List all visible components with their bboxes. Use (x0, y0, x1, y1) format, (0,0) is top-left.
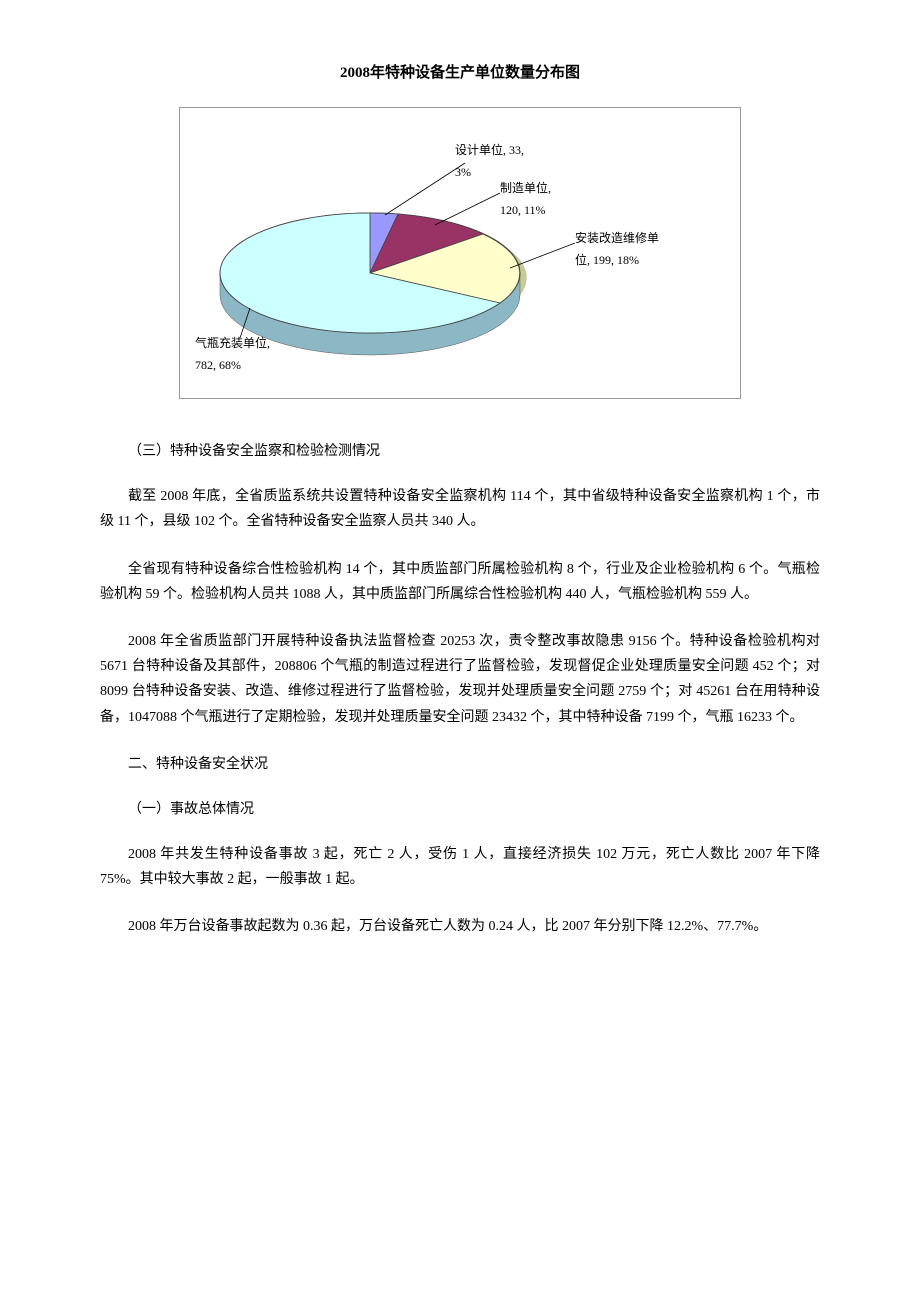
paragraph-2: 全省现有特种设备综合性检验机构 14 个，其中质监部门所属检验机构 8 个，行业… (100, 557, 820, 607)
paragraph-1: 截至 2008 年底，全省质监系统共设置特种设备安全监察机构 114 个，其中省… (100, 484, 820, 534)
chart-title: 2008年特种设备生产单位数量分布图 (100, 60, 820, 87)
paragraph-4: 2008 年共发生特种设备事故 3 起，死亡 2 人，受伤 1 人，直接经济损失… (100, 842, 820, 892)
section-3-heading: （三）特种设备安全监察和检验检测情况 (100, 439, 820, 464)
paragraph-3: 2008 年全省质监部门开展特种设备执法监督检查 20253 次，责令整改事故隐… (100, 629, 820, 730)
pie-label-cylinder: 气瓶充装单位,782, 68% (195, 333, 270, 376)
section-2-heading: 二、特种设备安全状况 (100, 752, 820, 777)
subsection-1-heading: （一）事故总体情况 (100, 797, 820, 822)
pie-label-install: 安装改造维修单位, 199, 18% (575, 228, 659, 271)
pie-label-design: 设计单位, 33,3% (455, 140, 524, 183)
pie-label-manufacture: 制造单位,120, 11% (500, 178, 551, 221)
pie-chart: 设计单位, 33,3% 制造单位,120, 11% 安装改造维修单位, 199,… (179, 107, 741, 399)
paragraph-5: 2008 年万台设备事故起数为 0.36 起，万台设备死亡人数为 0.24 人，… (100, 914, 820, 939)
